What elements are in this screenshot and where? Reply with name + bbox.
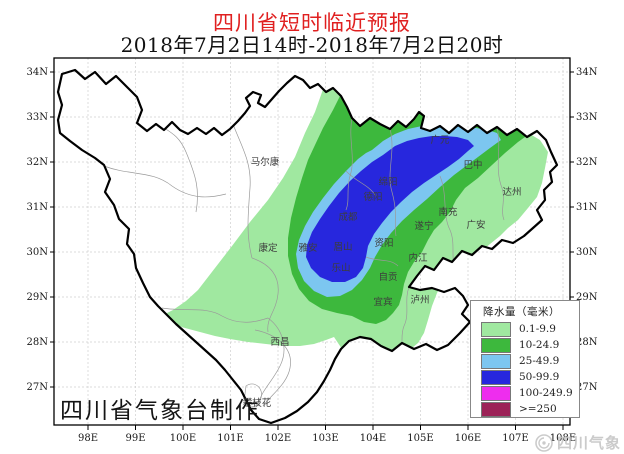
lat-label-right: 33N (576, 112, 598, 123)
lon-label: 105E (407, 433, 433, 444)
watermark-text: 四川气象 (556, 434, 621, 452)
province-outline (56, 68, 559, 425)
legend-swatch (481, 321, 511, 337)
precipitation-legend: 降水量（毫米） 0.1-9.9 10-24.9 25-49.9 50-99.9 100-… (470, 300, 580, 418)
legend-swatch (481, 353, 511, 369)
legend-swatch (481, 385, 511, 401)
lat-label-right: 32N (576, 157, 598, 168)
legend-item: 10-24.9 (481, 337, 579, 353)
city-label: 绵阳 (378, 176, 397, 188)
legend-item: 50-99.9 (481, 369, 579, 385)
city-label: 康定 (258, 242, 278, 254)
lat-label-left: 29N (27, 292, 49, 303)
legend-title: 降水量（毫米） (483, 306, 560, 318)
lon-label: 101E (217, 433, 243, 444)
legend-range-label: 100-249.9 (519, 387, 573, 399)
lon-label: 102E (265, 433, 291, 444)
city-label: 西昌 (270, 337, 289, 348)
city-label: 乐山 (331, 262, 350, 274)
lon-label: 98E (78, 433, 98, 444)
city-label: 宜宾 (373, 296, 392, 308)
watermark: 四川气象 (534, 432, 621, 453)
lat-label-right: 31N (576, 202, 598, 213)
city-label: 自贡 (378, 271, 397, 283)
lat-label-left: 31N (27, 202, 49, 213)
legend-range-label: 50-99.9 (519, 371, 560, 383)
city-label: 广元 (430, 134, 450, 146)
city-label: 雅安 (298, 242, 317, 254)
legend-item: >=250 (481, 401, 579, 417)
city-label: 资阳 (374, 238, 393, 249)
legend-range-label: 0.1-9.9 (519, 323, 556, 335)
city-label: 泸州 (410, 295, 429, 306)
lat-label-left: 27N (27, 382, 49, 393)
lat-label-left: 33N (27, 112, 49, 123)
weibo-logo-icon (535, 433, 553, 452)
legend-swatch (481, 337, 511, 353)
lon-label: 107E (502, 433, 528, 444)
lon-label: 106E (455, 433, 481, 444)
lon-label: 99E (125, 433, 145, 444)
band-storm-rain (306, 136, 474, 282)
legend-swatch (481, 401, 511, 417)
precip-bands (152, 78, 548, 366)
city-label: 内江 (408, 252, 428, 264)
city-label: 广安 (466, 219, 485, 231)
city-label: 遂宁 (414, 220, 433, 232)
city-label: 达州 (502, 186, 521, 198)
credit-text: 四川省气象台制作 (60, 398, 260, 424)
lat-label-right: 30N (576, 247, 598, 258)
city-label: 眉山 (333, 242, 352, 253)
city-label: 马尔康 (251, 156, 280, 168)
lat-label-right: 29N (576, 292, 598, 303)
city-label: 巴中 (463, 159, 482, 171)
lon-label: 103E (312, 433, 338, 444)
lon-label: 100E (170, 433, 196, 444)
legend-item: 100-249.9 (481, 385, 579, 401)
city-label: 攀枝花 (243, 397, 272, 409)
plot-frame (53, 57, 571, 426)
lat-label-right: 27N (576, 382, 598, 393)
legend-item: 25-49.9 (481, 353, 579, 369)
legend-swatch (481, 369, 511, 385)
legend-range-label: 10-24.9 (519, 339, 560, 351)
lat-label-left: 32N (27, 157, 49, 168)
page-title: 四川省短时临近预报 (213, 11, 411, 35)
lat-label-right: 34N (576, 67, 598, 78)
city-label: 成都 (338, 211, 358, 223)
city-label: 南充 (438, 206, 458, 218)
forecast-period: 2018年7月2日14时-2018年7月2日20时 (120, 33, 504, 57)
legend-range-label: 25-49.9 (519, 355, 560, 367)
legend-item: 0.1-9.9 (481, 321, 579, 337)
lat-label-left: 34N (27, 67, 49, 78)
lon-label: 104E (360, 433, 386, 444)
city-label: 德阳 (363, 191, 382, 203)
legend-range-label: >=250 (519, 403, 557, 415)
lat-label-left: 30N (27, 247, 49, 258)
lat-label-right: 28N (576, 337, 598, 348)
lon-label: 108E (550, 433, 576, 444)
lat-label-left: 28N (27, 337, 49, 348)
axis-labels: 98E 99E 100E 101E 102E 103E 104E 105E 106E 107E 10… (27, 67, 598, 444)
